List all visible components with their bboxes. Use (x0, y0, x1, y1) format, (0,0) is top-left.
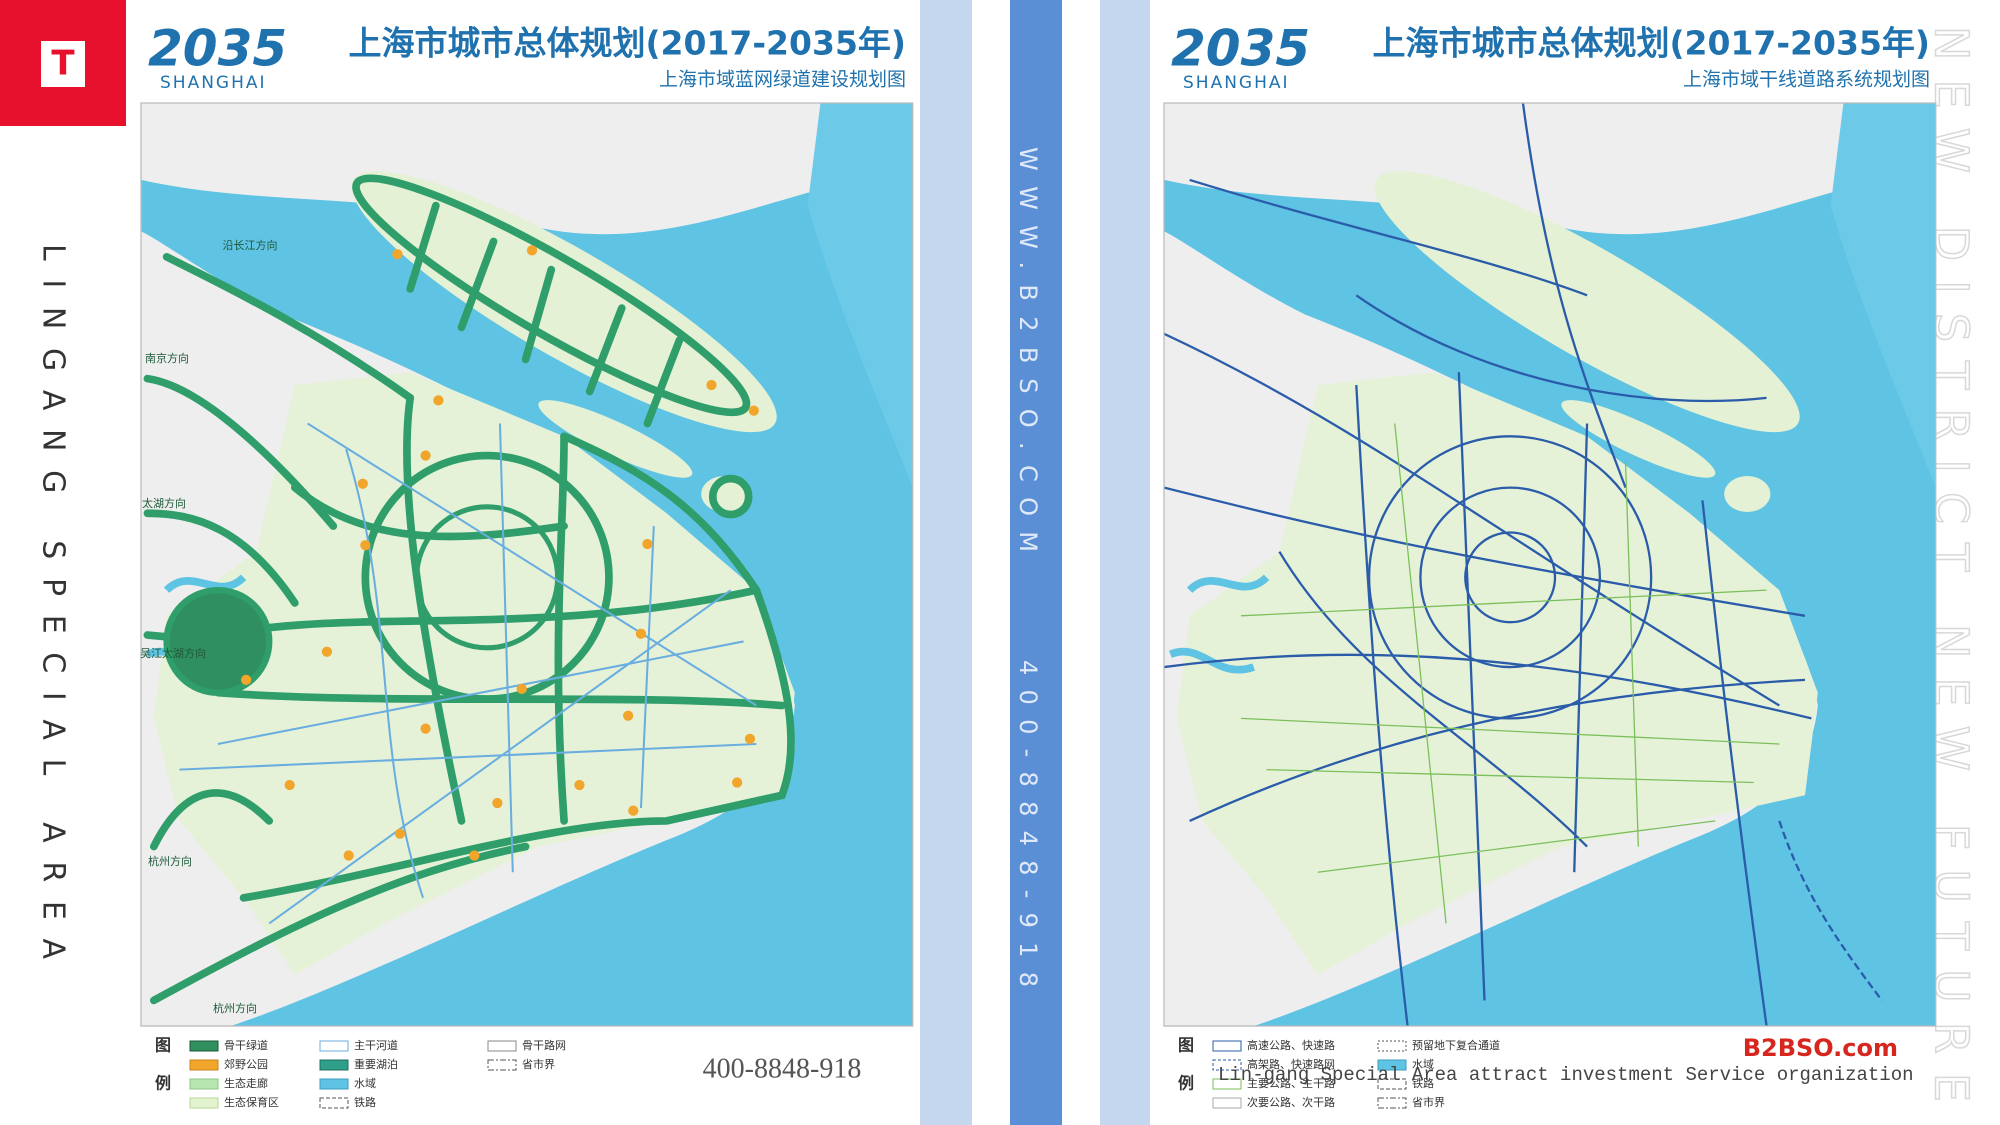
direction-label: 南京方向 (145, 351, 189, 365)
legend-label: 省市界 (522, 1057, 555, 1071)
sidebar-vertical-text: LINGANG SPECIAL AREA (36, 244, 71, 959)
legend-label: 主要公路、主干路 (1247, 1077, 1335, 1090)
direction-label: 杭州方向 (213, 1001, 257, 1015)
divider-light (920, 0, 972, 1125)
watermark: Lin-gang Special Area attract investment… (1218, 1064, 1914, 1086)
legend-heading: 例 (1178, 1074, 1194, 1093)
map (1163, 102, 1937, 1027)
legend-label: 重要湖泊 (354, 1057, 398, 1071)
brand: B2BSO.com (1743, 1034, 1898, 1062)
legend-label: 生态保育区 (224, 1095, 279, 1109)
legend-heading: 图 (1178, 1036, 1194, 1055)
logo-year: 2035 (148, 20, 287, 78)
left-panel: 2035 SHANGHAI 上海市城市总体规划(2017-2035年) 上海市域… (140, 20, 914, 1109)
legend-swatch (1212, 1040, 1242, 1052)
legend-swatch (1212, 1059, 1242, 1071)
legend-swatch (1212, 1078, 1242, 1090)
legend-swatch (1212, 1097, 1242, 1109)
map-title: 上海市城市总体规划(2017-2035年) (1372, 24, 1930, 63)
logo-year: 2035 (1171, 20, 1310, 78)
direction-label: 沿长江方向 (223, 238, 278, 252)
legend-swatch (1377, 1059, 1407, 1071)
legend-heading: 图 (155, 1036, 171, 1055)
logo-letter: T (51, 44, 75, 84)
legend-label: 郊野公园 (224, 1058, 268, 1071)
legend-swatch (189, 1097, 219, 1109)
legend-label: 骨干路网 (522, 1039, 566, 1052)
legend-label: 水域 (1412, 1058, 1434, 1071)
map-title: 上海市城市总体规划(2017-2035年) (348, 24, 906, 63)
direction-label: 杭州方向 (148, 854, 192, 868)
legend-label: 主干河道 (354, 1038, 398, 1052)
legend-swatch (1377, 1097, 1407, 1109)
legend-label: 次要公路、次干路 (1247, 1095, 1335, 1109)
legend-swatch (319, 1078, 349, 1090)
logo-city: SHANGHAI (1183, 73, 1290, 93)
legend-swatch (189, 1078, 219, 1090)
legend-label: 生态走廊 (224, 1076, 268, 1090)
map-subtitle: 上海市域干线道路系统规划图 (1683, 69, 1930, 91)
legend-heading: 例 (155, 1074, 171, 1093)
logo-mark (41, 41, 85, 87)
right-panel: 2035 SHANGHAI 上海市城市总体规划(2017-2035年) 上海市域… (1163, 20, 1937, 1109)
divider-blue (1010, 0, 1062, 1125)
legend-swatch (319, 1059, 349, 1071)
legend-label: 水域 (354, 1077, 376, 1090)
direction-label: 吴江太湖方向 (140, 646, 206, 660)
legend-swatch (487, 1040, 517, 1052)
legend-swatch (189, 1040, 219, 1052)
legend-swatch (487, 1059, 517, 1071)
legend-swatch (319, 1040, 349, 1052)
logo-city: SHANGHAI (160, 73, 267, 93)
legend-label: 高架路、快速路网 (1247, 1057, 1335, 1071)
legend-swatch (1377, 1040, 1407, 1052)
divider-light (1100, 0, 1150, 1125)
legend-label: 预留地下复合通道 (1412, 1038, 1500, 1052)
legend-swatch (189, 1059, 219, 1071)
legend-swatch (319, 1097, 349, 1109)
map-subtitle: 上海市域蓝网绿道建设规划图 (659, 69, 906, 91)
direction-label: 太湖方向 (142, 496, 186, 510)
phone: 400-8848-918 (703, 1053, 862, 1084)
legend-label: 铁路 (354, 1096, 376, 1109)
legend-label: 高速公路、快速路 (1247, 1038, 1335, 1052)
legend-label: 省市界 (1412, 1095, 1445, 1109)
legend-label: 铁路 (1412, 1077, 1434, 1090)
map (140, 102, 914, 1027)
legend-swatch (1377, 1078, 1407, 1090)
legend-label: 骨干绿道 (224, 1038, 268, 1052)
